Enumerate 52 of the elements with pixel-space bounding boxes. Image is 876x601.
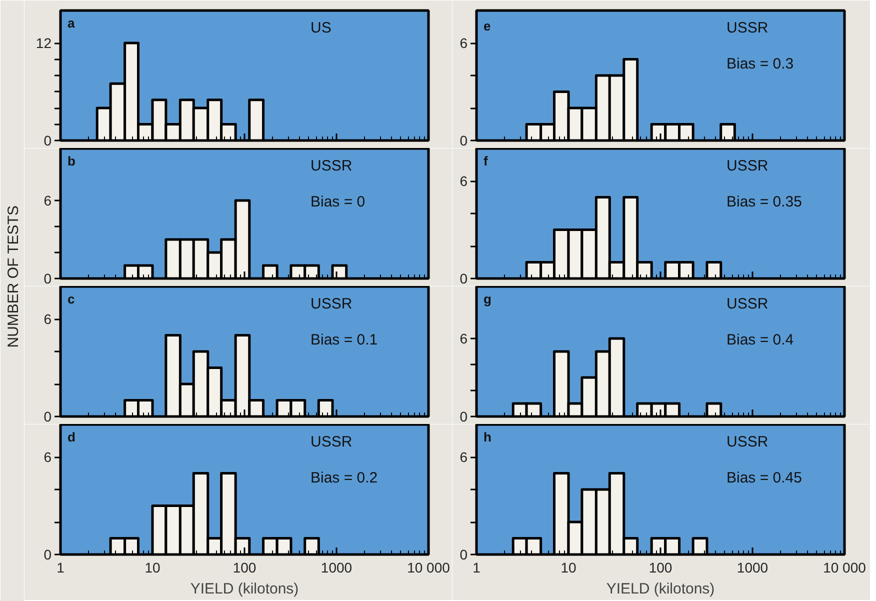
annotation: b bbox=[68, 154, 76, 168]
annotation: Bias = 0 bbox=[310, 194, 366, 210]
annotation: USSR bbox=[310, 158, 352, 174]
x-tick-label: 100 bbox=[232, 560, 256, 576]
annotation: h bbox=[484, 430, 492, 444]
y-tick-label: 6 bbox=[44, 192, 52, 208]
annotation: Bias = 0.2 bbox=[310, 470, 378, 486]
y-tick-label: 0 bbox=[44, 408, 52, 424]
y-tick-label: 6 bbox=[460, 173, 468, 189]
y-tick-label: 0 bbox=[44, 132, 52, 148]
y-tick-label: 6 bbox=[460, 449, 468, 465]
annotation: f bbox=[484, 154, 488, 168]
x-tick-label: 100 bbox=[648, 560, 672, 576]
x-tick-label: 10 bbox=[144, 560, 160, 576]
x-axis-title: YIELD (kilotons) bbox=[606, 580, 715, 598]
annotation: Bias = 0.4 bbox=[726, 332, 794, 348]
y-tick-label: 0 bbox=[460, 270, 468, 286]
annotation: USSR bbox=[726, 20, 768, 36]
y-tick-label: 6 bbox=[44, 449, 52, 465]
annotation: Bias = 0.45 bbox=[726, 470, 802, 486]
annotation: USSR bbox=[310, 296, 352, 312]
x-tick-label: 10 000 bbox=[407, 560, 450, 576]
annotation: USSR bbox=[726, 158, 768, 174]
annotation: USSR bbox=[310, 434, 352, 450]
x-tick-label: 1000 bbox=[320, 560, 352, 576]
annotation: USSR bbox=[726, 434, 768, 450]
y-tick-label: 0 bbox=[44, 270, 52, 286]
annotation: a bbox=[68, 16, 76, 30]
annotation: e bbox=[484, 18, 491, 34]
y-tick-label: 6 bbox=[460, 35, 468, 51]
x-tick-label: 10 bbox=[560, 560, 576, 576]
y-tick-label: 0 bbox=[460, 546, 468, 562]
annotation: g bbox=[484, 292, 492, 306]
y-tick-label: 0 bbox=[44, 546, 52, 562]
annotation: Bias = 0.35 bbox=[726, 194, 802, 210]
x-axis-title: YIELD (kilotons) bbox=[190, 580, 299, 598]
annotation: Bias = 0.3 bbox=[726, 56, 794, 72]
y-tick-label: 12 bbox=[36, 35, 52, 51]
annotation: d bbox=[68, 430, 76, 444]
x-tick-label: 1000 bbox=[736, 560, 768, 576]
y-tick-label: 6 bbox=[460, 330, 468, 346]
annotation: Bias = 0.1 bbox=[310, 332, 378, 348]
annotation: US bbox=[310, 20, 332, 36]
x-tick-label: 1 bbox=[472, 560, 481, 576]
x-tick-label: 10 000 bbox=[823, 560, 866, 576]
x-tick-label: 1 bbox=[56, 560, 65, 576]
y-tick-label: 0 bbox=[460, 408, 468, 424]
y-axis-title: NUMBER OF TESTS bbox=[5, 206, 22, 348]
y-tick-label: 6 bbox=[44, 311, 52, 327]
y-tick-label: 0 bbox=[460, 132, 468, 148]
annotation: c bbox=[68, 292, 75, 306]
annotation: USSR bbox=[726, 296, 768, 312]
